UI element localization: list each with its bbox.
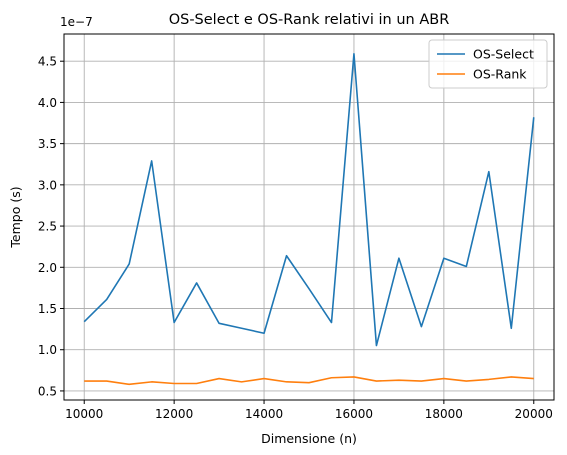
y-tick-label: 2.5 (38, 220, 57, 234)
grid (64, 34, 554, 400)
y-tick-label: 0.5 (38, 384, 57, 398)
plot-frame (63, 33, 555, 401)
series-line-os-select (83, 52, 535, 347)
series-lines (83, 52, 535, 386)
series-line-os-rank (84, 376, 534, 386)
x-tick-label: 20000 (515, 407, 553, 421)
y-tick-label: 4.0 (38, 96, 57, 110)
x-tick-label: 18000 (425, 407, 463, 421)
legend: OS-Select OS-Rank (428, 39, 548, 89)
x-tick-label: 14000 (245, 407, 283, 421)
chart-title: OS-Select e OS-Rank relativi in un ABR (169, 12, 450, 28)
legend-label: OS-Rank (473, 67, 527, 82)
y-tick-label: 4.5 (38, 55, 57, 69)
y-tick-label: 3.0 (38, 178, 57, 192)
x-tick-label: 10000 (65, 407, 103, 421)
axis-ticks: 10000 12000 14000 16000 18000 20000 0.5 1.0 1.5 2… (38, 55, 553, 421)
x-tick-label: 16000 (335, 407, 373, 421)
y-tick-label: 2.0 (38, 261, 57, 275)
x-tick-label: 12000 (155, 407, 193, 421)
y-tick-label: 3.5 (38, 137, 57, 151)
y-tick-label: 1.5 (38, 302, 57, 316)
y-axis-offset-label: 1e−7 (60, 15, 93, 29)
y-axis-label: Tempo (s) (8, 186, 23, 248)
legend-box (428, 39, 548, 89)
legend-label: OS-Select (473, 47, 534, 62)
x-axis-label: Dimensione (n) (261, 431, 357, 446)
y-tick-label: 1.0 (38, 343, 57, 357)
